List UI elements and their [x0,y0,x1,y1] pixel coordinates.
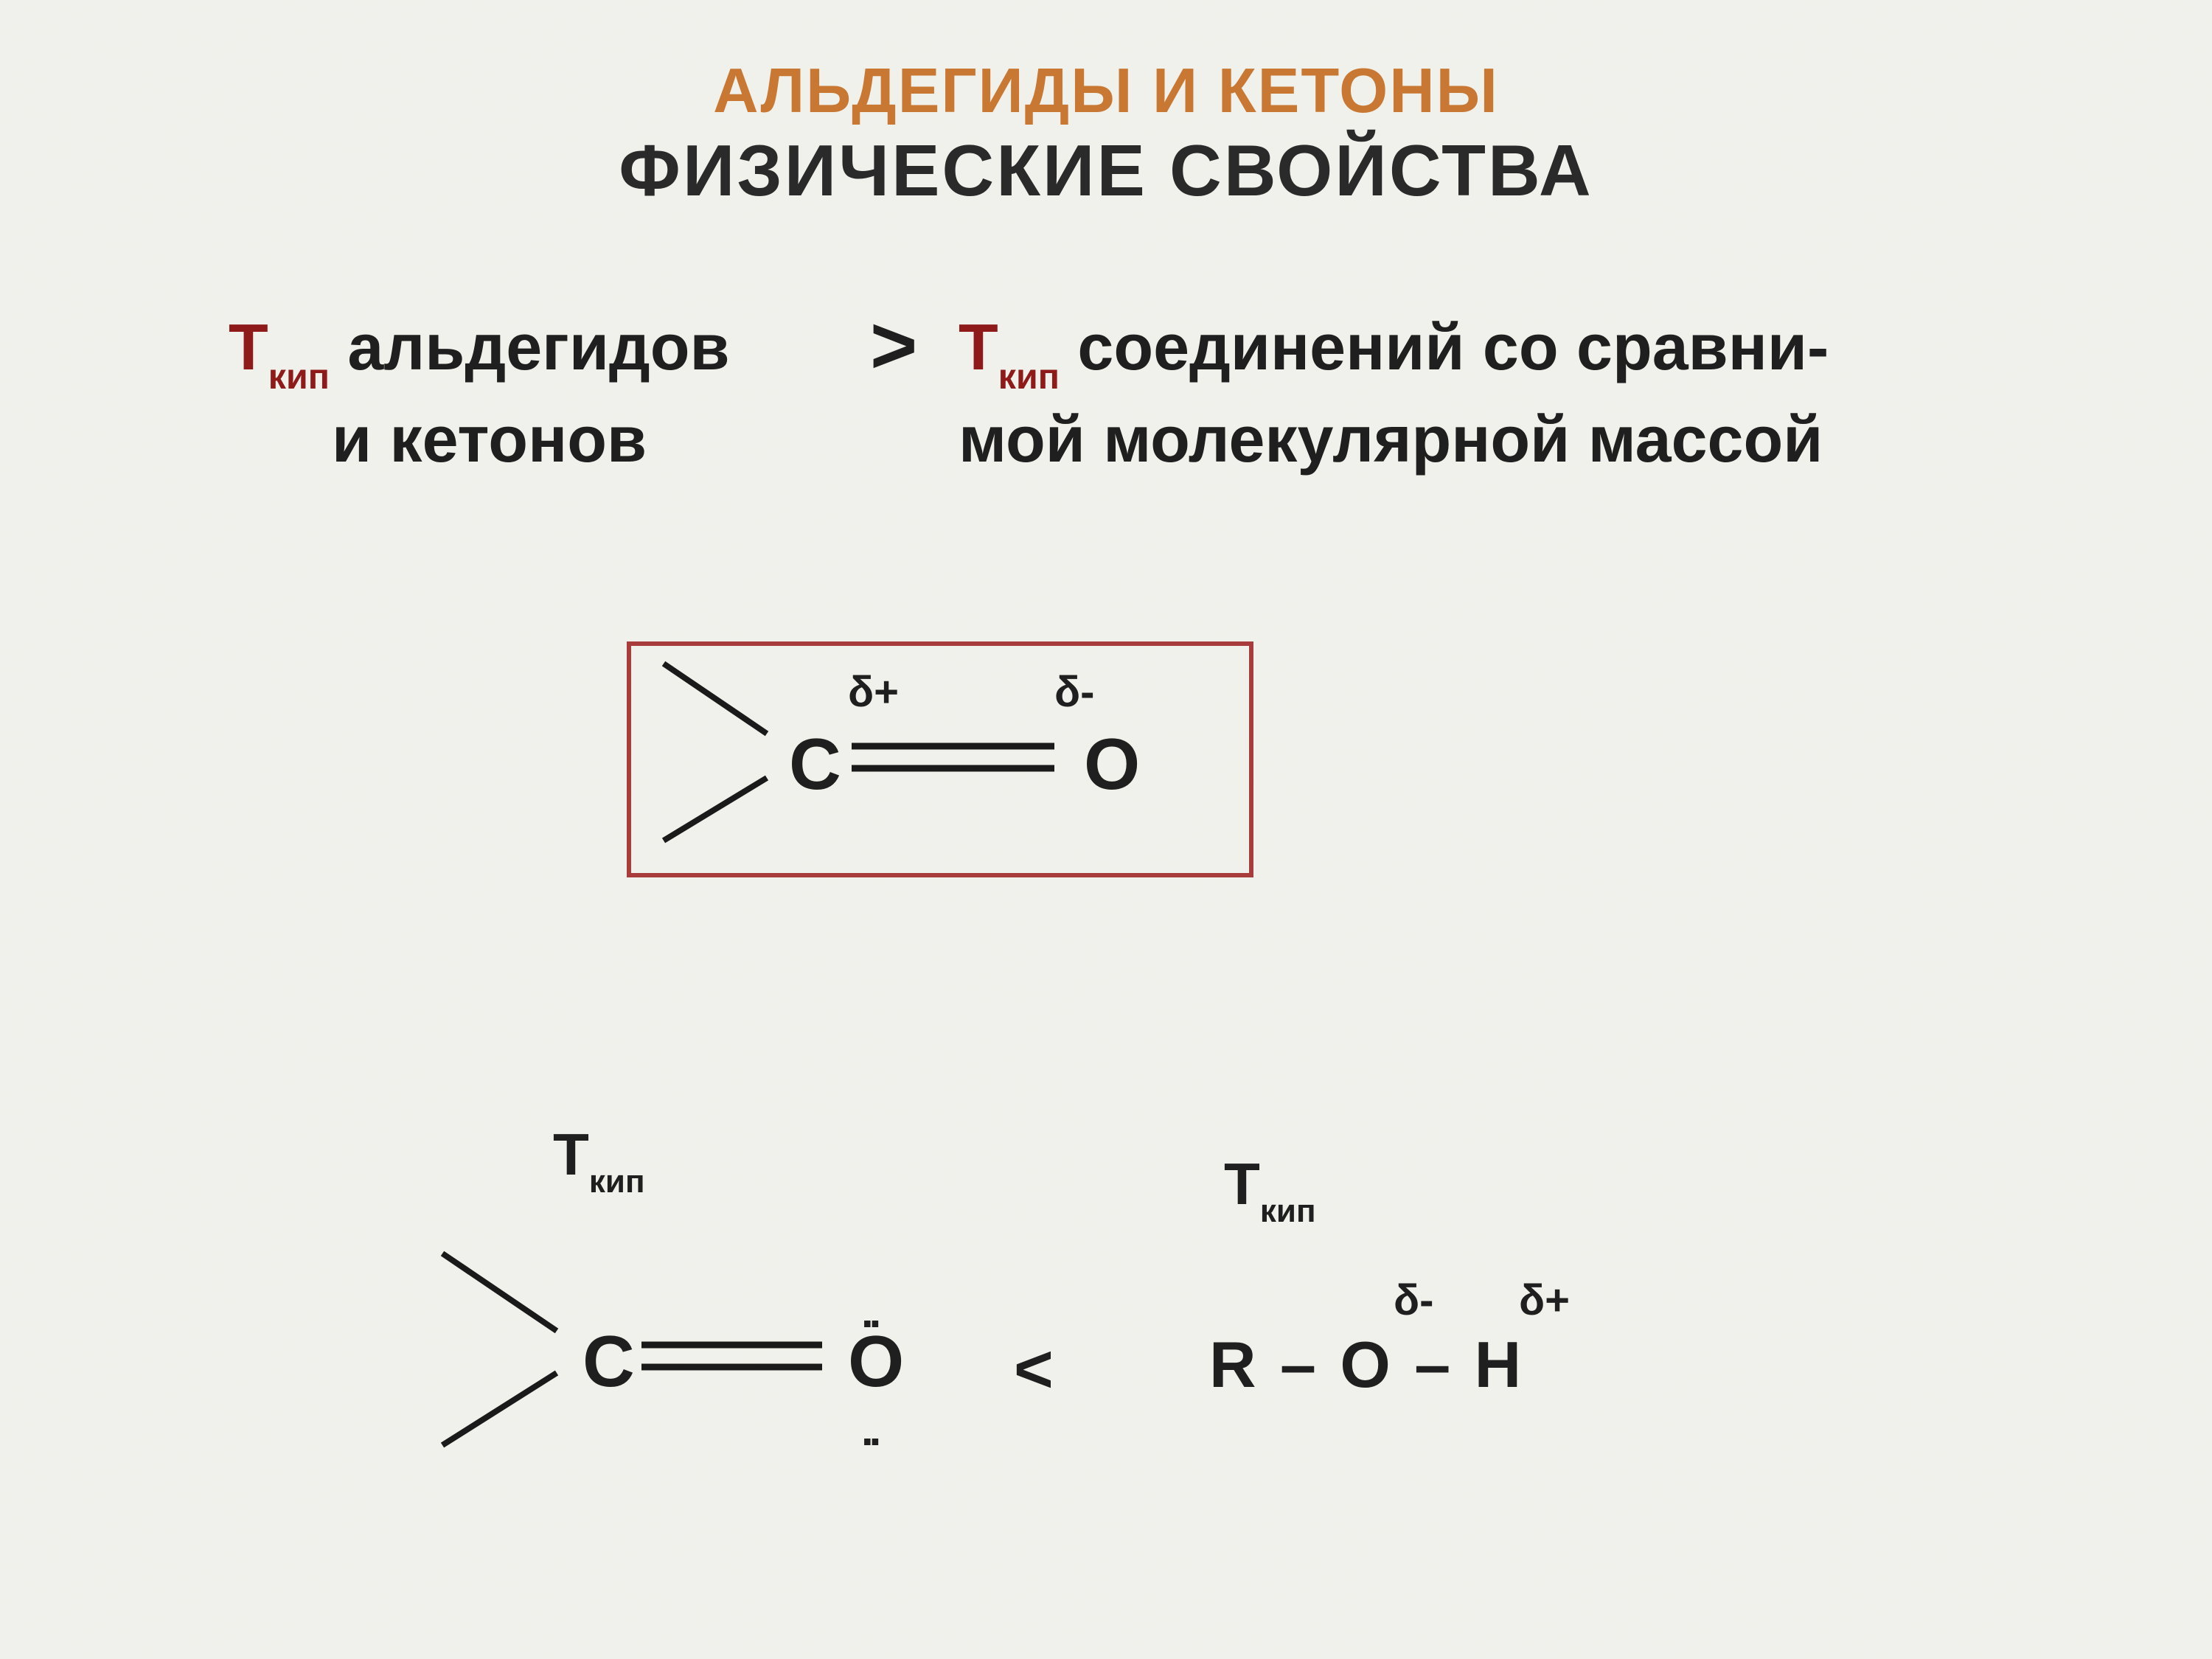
compare-left-bonds [0,0,2212,1659]
compare-right-tkip-sub: кип [1260,1193,1316,1229]
compare-right-roh: R – O – H [1209,1327,1524,1402]
compare-right-tkip: Ткип [1224,1150,1316,1225]
compare-right-delta-plus: δ+ [1519,1276,1570,1325]
compare-right-tkip-t: Т [1224,1151,1260,1217]
less-than-symbol: < [1014,1331,1054,1408]
compare-right-delta-minus: δ- [1394,1276,1434,1325]
